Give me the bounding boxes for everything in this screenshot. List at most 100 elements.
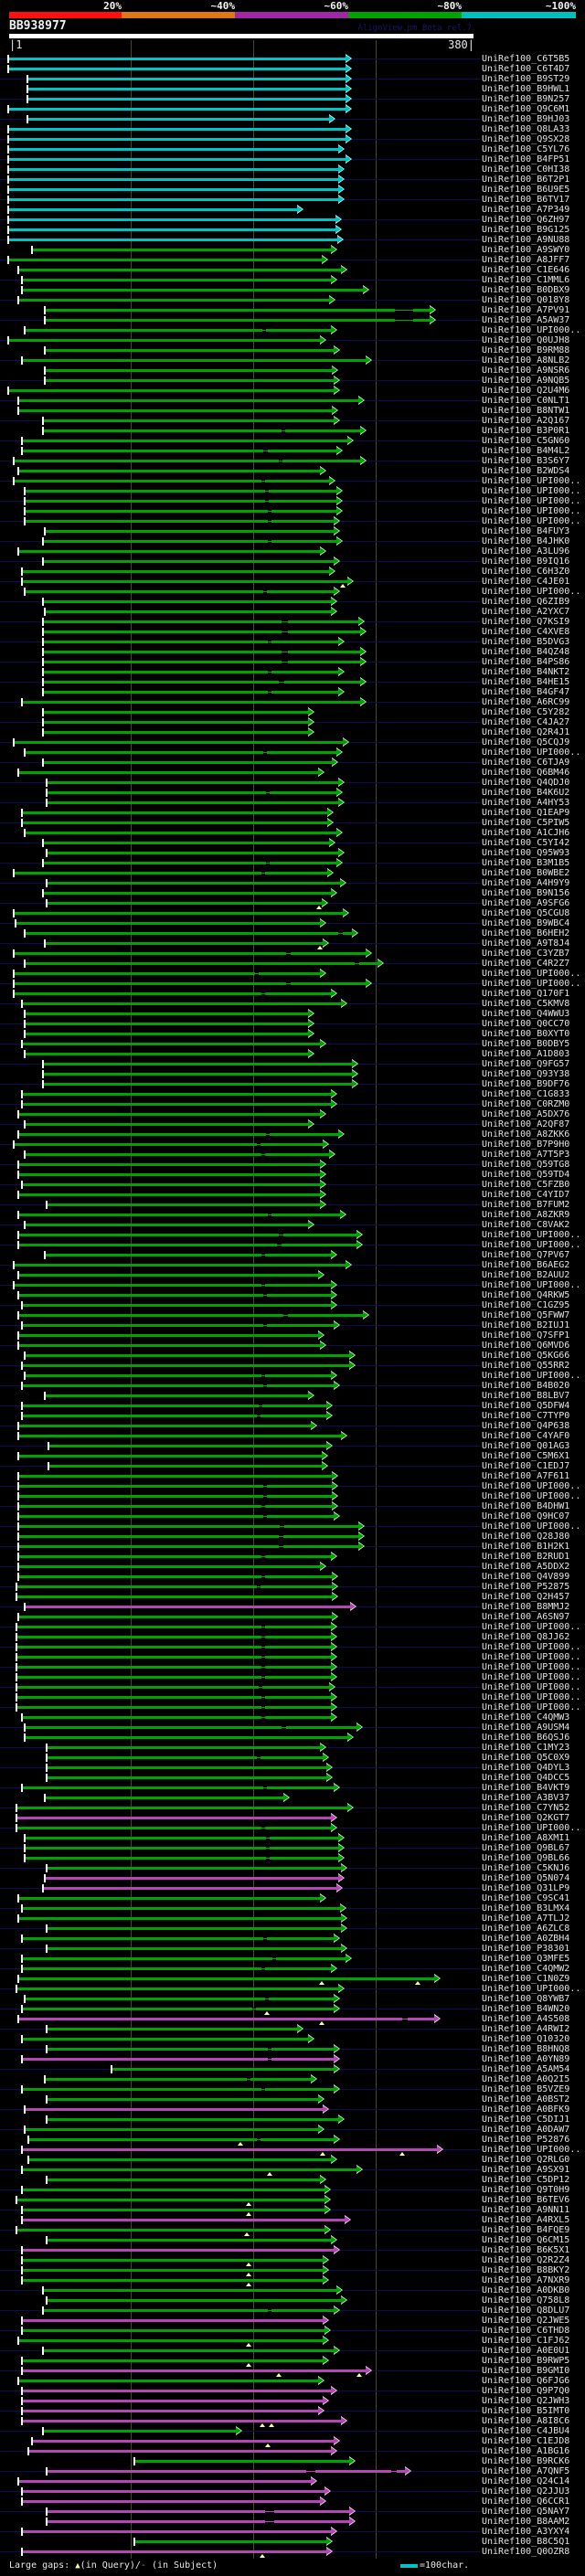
hit-bar[interactable] [25, 962, 378, 965]
hit-bar[interactable] [25, 1998, 334, 2000]
hit-bar[interactable] [25, 1153, 329, 1156]
hit-bar[interactable] [45, 369, 332, 372]
hit-label[interactable]: UniRef100_B4K6U2 [482, 788, 570, 798]
hit-bar[interactable] [27, 98, 346, 101]
hit-bar[interactable] [43, 560, 334, 563]
hit-label[interactable]: UniRef100_C4QMW2 [482, 1964, 570, 1974]
hit-bar[interactable] [43, 671, 338, 673]
hit-label[interactable]: UniRef100_A5DX76 [482, 1109, 570, 1119]
hit-bar[interactable] [8, 168, 338, 171]
hit-bar[interactable] [8, 108, 346, 111]
hit-bar[interactable] [18, 1475, 332, 1478]
hit-label[interactable]: UniRef100_Q5FWW7 [482, 1310, 570, 1320]
hit-label[interactable]: UniRef100_Q24C14 [482, 2476, 570, 2486]
hit-bar[interactable] [18, 470, 320, 472]
hit-bar[interactable] [18, 1113, 320, 1116]
hit-label[interactable]: UniRef100_A7PV91 [482, 305, 570, 315]
hit-label[interactable]: UniRef100_Q5NAY7 [482, 2507, 570, 2517]
hit-bar[interactable] [27, 118, 329, 121]
hit-label[interactable]: UniRef100_UPI000.. [482, 516, 581, 526]
hit-label[interactable]: UniRef100_Q8LA33 [482, 124, 570, 134]
hit-bar[interactable] [22, 2369, 366, 2372]
hit-bar[interactable] [25, 2128, 318, 2131]
hit-label[interactable]: UniRef100_B8MMJ2 [482, 1602, 570, 1612]
hit-bar[interactable] [8, 138, 346, 141]
hit-label[interactable]: UniRef100_UPI000.. [482, 1702, 581, 1712]
hit-label[interactable]: UniRef100_UPI000.. [482, 587, 581, 597]
hit-bar[interactable] [47, 1756, 323, 1759]
hit-label[interactable]: UniRef100_B4FP51 [482, 154, 570, 164]
hit-bar[interactable] [22, 279, 331, 281]
hit-label[interactable]: UniRef100_B6TV17 [482, 195, 570, 205]
hit-bar[interactable] [47, 2520, 349, 2523]
hit-bar[interactable] [45, 1254, 331, 1256]
hit-label[interactable]: UniRef100_B0DBY5 [482, 1039, 570, 1049]
hit-bar[interactable] [22, 2209, 324, 2211]
hit-bar[interactable] [8, 58, 346, 60]
hit-bar[interactable] [16, 1706, 331, 1709]
hit-bar[interactable] [14, 480, 329, 482]
hit-bar[interactable] [18, 1525, 358, 1528]
hit-bar[interactable] [8, 218, 335, 221]
hit-label[interactable]: UniRef100_Q9FG57 [482, 1059, 570, 1069]
hit-label[interactable]: UniRef100_B9DF76 [482, 1079, 570, 1089]
hit-bar[interactable] [22, 2249, 334, 2252]
hit-label[interactable]: UniRef100_A5AW37 [482, 315, 570, 325]
hit-label[interactable]: UniRef100_A8ZKK6 [482, 1129, 570, 1140]
hit-bar[interactable] [22, 2279, 323, 2282]
hit-label[interactable]: UniRef100_A0ZBH4 [482, 1934, 570, 1944]
hit-bar[interactable] [25, 510, 336, 513]
hit-bar[interactable] [14, 982, 366, 985]
hit-bar[interactable] [43, 711, 308, 714]
hit-label[interactable]: UniRef100_Q9P7Q0 [482, 2386, 570, 2396]
hit-bar[interactable] [22, 1384, 334, 1387]
hit-bar[interactable] [45, 319, 430, 322]
hit-label[interactable]: UniRef100_C5PIW5 [482, 818, 570, 828]
hit-bar[interactable] [47, 2028, 297, 2030]
hit-label[interactable]: UniRef100_C4JE01 [482, 577, 570, 587]
hit-label[interactable]: UniRef100_Q6MVD6 [482, 1341, 570, 1351]
hit-label[interactable]: UniRef100_Q2R4J1 [482, 727, 570, 737]
hit-label[interactable]: UniRef100_B5DVG3 [482, 637, 570, 647]
hit-label[interactable]: UniRef100_Q8DLU7 [482, 2306, 570, 2316]
hit-bar[interactable] [22, 1364, 349, 1367]
hit-label[interactable]: UniRef100_Q2R2Z4 [482, 2255, 570, 2265]
hit-label[interactable]: UniRef100_UPI000.. [482, 486, 581, 496]
hit-label[interactable]: UniRef100_B9RM88 [482, 345, 570, 355]
hit-label[interactable]: UniRef100_Q95W93 [482, 848, 570, 858]
hit-label[interactable]: UniRef100_A8NLB2 [482, 355, 570, 366]
hit-label[interactable]: UniRef100_B5IMT0 [482, 2406, 570, 2416]
hit-label[interactable]: UniRef100_A1BG16 [482, 2446, 570, 2456]
hit-bar[interactable] [22, 2400, 323, 2402]
hit-bar[interactable] [134, 2460, 349, 2463]
hit-bar[interactable] [45, 349, 334, 352]
hit-bar[interactable] [22, 2219, 345, 2221]
hit-bar[interactable] [18, 1234, 356, 1236]
hit-bar[interactable] [22, 2148, 437, 2151]
hit-label[interactable]: UniRef100_C4YAF0 [482, 1431, 570, 1441]
hit-bar[interactable] [16, 1807, 347, 1809]
hit-label[interactable]: UniRef100_C4XVE8 [482, 627, 570, 637]
hit-bar[interactable] [8, 339, 320, 342]
hit-bar[interactable] [48, 1445, 326, 1447]
hit-label[interactable]: UniRef100_C5YL76 [482, 144, 570, 154]
hit-label[interactable]: UniRef100_B4WN20 [482, 2004, 570, 2014]
hit-label[interactable]: UniRef100_Q5CQJ9 [482, 737, 570, 747]
hit-bar[interactable] [47, 2510, 349, 2513]
hit-bar[interactable] [25, 832, 336, 834]
hit-bar[interactable] [14, 741, 343, 744]
hit-bar[interactable] [22, 2058, 334, 2061]
hit-bar[interactable] [18, 1173, 320, 1176]
hit-bar[interactable] [45, 530, 334, 533]
hit-bar[interactable] [22, 570, 329, 573]
hit-bar[interactable] [8, 68, 346, 70]
hit-label[interactable]: UniRef100_A9NSR6 [482, 366, 570, 376]
hit-bar[interactable] [18, 1505, 332, 1508]
hit-bar[interactable] [18, 1897, 320, 1900]
hit-bar[interactable] [22, 1093, 331, 1096]
hit-bar[interactable] [45, 379, 334, 382]
hit-bar[interactable] [22, 1304, 331, 1307]
hit-label[interactable]: UniRef100_C5KMV8 [482, 999, 570, 1009]
hit-bar[interactable] [25, 1374, 331, 1377]
hit-label[interactable]: UniRef100_A8JFF7 [482, 255, 570, 265]
